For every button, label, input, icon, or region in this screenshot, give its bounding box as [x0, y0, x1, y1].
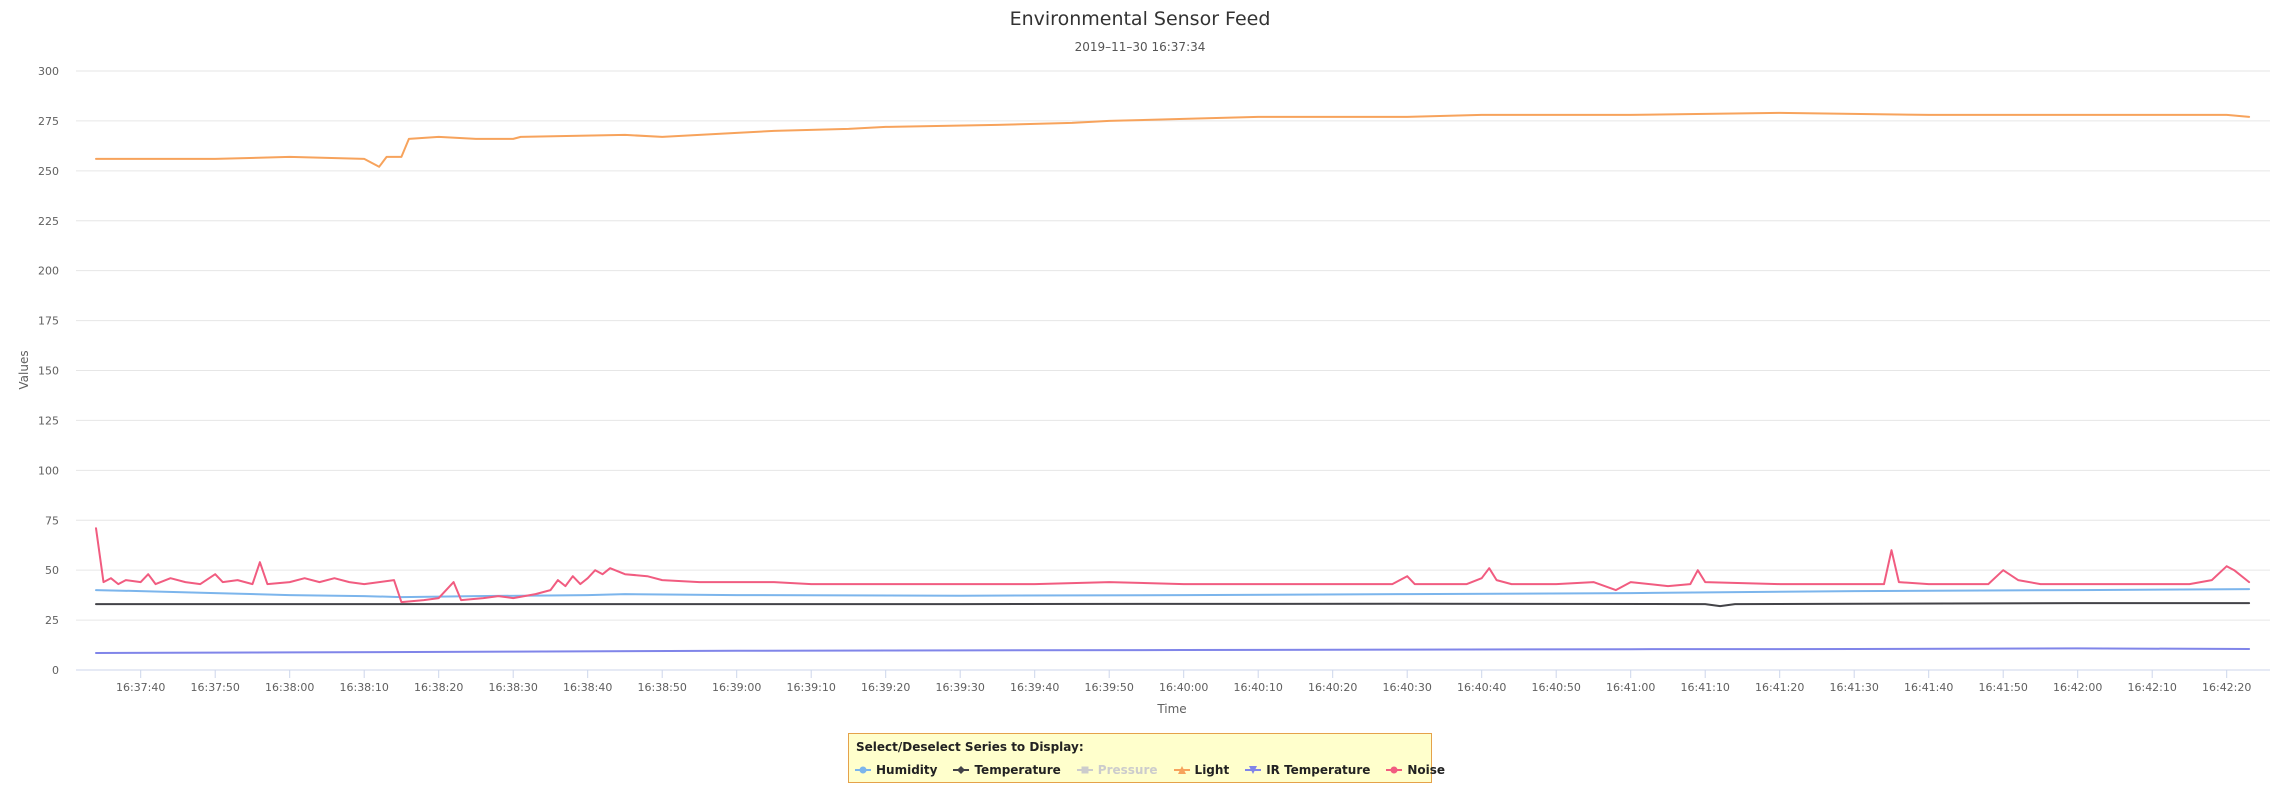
legend-label-noise: Noise [1407, 763, 1446, 777]
x-tick-label: 16:41:00 [1606, 681, 1655, 694]
x-tick-label: 16:41:30 [1829, 681, 1878, 694]
series-line-humidity [95, 588, 2251, 599]
legend-item-light[interactable]: Light [1173, 763, 1230, 777]
x-tick-label: 16:41:20 [1755, 681, 1804, 694]
x-tick-label: 16:39:50 [1084, 681, 1133, 694]
x-tick-label: 16:42:00 [2053, 681, 2102, 694]
series-line-light [95, 111, 2251, 168]
x-tick-label: 16:38:20 [414, 681, 463, 694]
x-tick-label: 16:40:00 [1159, 681, 1208, 694]
x-tick-label: 16:41:40 [1904, 681, 1953, 694]
legend: Select/Deselect Series to Display: Humid… [848, 733, 1445, 783]
y-tick-label: 25 [45, 614, 59, 627]
legend-symbol-pressure [1076, 766, 1093, 774]
y-tick-label: 275 [38, 115, 59, 128]
legend-symbol-humidity [855, 766, 871, 774]
y-axis-title: Values [17, 350, 31, 389]
series-line-ir-temperature [95, 647, 2251, 654]
x-tick-label: 16:40:30 [1382, 681, 1431, 694]
series-line-noise [95, 527, 2251, 604]
y-tick-label: 100 [38, 464, 59, 477]
legend-item-pressure[interactable]: Pressure [1076, 763, 1158, 777]
x-tick-label: 16:37:50 [190, 681, 239, 694]
y-tick-label: 300 [38, 65, 59, 78]
x-tick-label: 16:40:20 [1308, 681, 1357, 694]
y-tick-label: 50 [45, 564, 59, 577]
y-tick-label: 75 [45, 514, 59, 527]
legend-items: Humidity Temperature Pressure Light IR Tempe… [855, 763, 1445, 777]
x-tick-label: 16:39:30 [935, 681, 984, 694]
x-tick-label: 16:38:10 [339, 681, 388, 694]
legend-item-noise[interactable]: Noise [1386, 763, 1445, 777]
x-tick-label: 16:42:10 [2127, 681, 2176, 694]
legend-symbol-noise [1386, 766, 1403, 774]
x-tick-label: 16:39:00 [712, 681, 761, 694]
y-tick-label: 125 [38, 414, 59, 427]
x-tick-label: 16:38:30 [488, 681, 537, 694]
x-tick-label: 16:41:10 [1680, 681, 1729, 694]
x-axis-title: Time [1156, 702, 1186, 716]
x-tick-label: 16:38:50 [637, 681, 686, 694]
y-tick-label: 175 [38, 315, 59, 328]
x-tick-label: 16:38:40 [563, 681, 612, 694]
legend-symbol-temperature [953, 766, 970, 774]
x-tick-label: 16:38:00 [265, 681, 314, 694]
legend-label-ir-temperature: IR Temperature [1266, 763, 1371, 777]
legend-label-humidity: Humidity [876, 763, 938, 777]
x-tick-label: 16:40:10 [1233, 681, 1282, 694]
y-tick-label: 250 [38, 165, 59, 178]
legend-label-temperature: Temperature [974, 763, 1061, 777]
chart-title: Environmental Sensor Feed [1010, 8, 1271, 30]
legend-label-light: Light [1194, 763, 1230, 777]
legend-item-humidity[interactable]: Humidity [855, 763, 937, 777]
legend-symbol-ir-temperature [1245, 766, 1262, 774]
x-tick-label: 16:39:40 [1010, 681, 1059, 694]
x-tick-label: 16:42:20 [2202, 681, 2251, 694]
y-tick-label: 150 [38, 365, 59, 378]
legend-item-temperature[interactable]: Temperature [953, 763, 1061, 777]
x-tick-label: 16:41:50 [1978, 681, 2027, 694]
series-line-temperature [95, 602, 2251, 608]
x-tick-label: 16:37:40 [116, 681, 165, 694]
y-tick-label: 200 [38, 265, 59, 278]
x-tick-label: 16:40:50 [1531, 681, 1580, 694]
legend-item-ir-temperature[interactable]: IR Temperature [1245, 763, 1370, 777]
legend-title: Select/Deselect Series to Display: [856, 740, 1084, 754]
y-tick-label: 0 [52, 664, 59, 677]
x-tick-label: 16:39:10 [786, 681, 835, 694]
legend-symbol-light [1173, 766, 1190, 774]
x-tick-label: 16:39:20 [861, 681, 910, 694]
legend-label-pressure: Pressure [1097, 763, 1158, 777]
chart-subtitle: 2019–11–30 16:37:34 [1075, 40, 1206, 54]
y-tick-label: 225 [38, 215, 59, 228]
x-tick-label: 16:40:40 [1457, 681, 1506, 694]
